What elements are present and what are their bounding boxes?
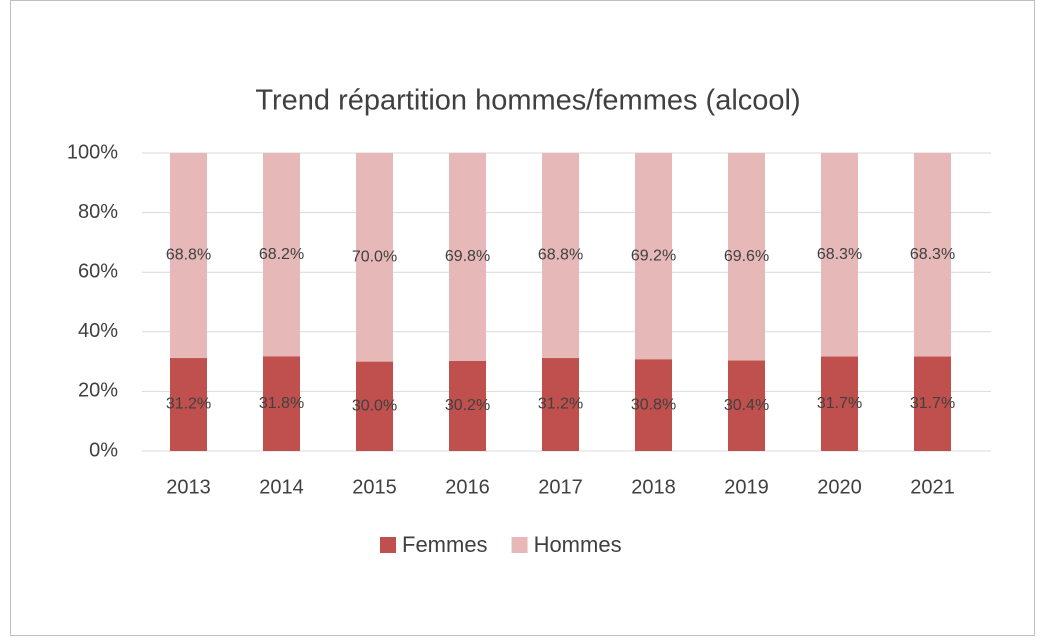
y-tick-label: 0%	[89, 439, 118, 461]
data-label: 31.7%	[910, 395, 955, 412]
data-label: 69.2%	[631, 247, 676, 264]
x-tick-label: 2013	[166, 476, 211, 498]
bar-segment	[821, 153, 858, 357]
bar-segment	[542, 153, 579, 359]
y-tick-label: 60%	[78, 260, 118, 282]
data-label: 68.3%	[817, 246, 862, 263]
x-tick-label: 2015	[352, 476, 397, 498]
legend-label: Femmes	[402, 532, 488, 557]
data-label: 68.8%	[166, 247, 211, 264]
bar-segment	[914, 153, 951, 357]
data-label: 68.8%	[538, 247, 583, 264]
bar-segment	[263, 356, 300, 451]
x-tick-label: 2020	[817, 476, 862, 498]
y-tick-label: 20%	[78, 380, 118, 402]
x-tick-label: 2021	[910, 476, 955, 498]
x-tick-label: 2017	[538, 476, 583, 498]
x-tick-label: 2019	[724, 476, 769, 498]
bar-segment	[542, 358, 579, 451]
chart-title: Trend répartition hommes/femmes (alcool)	[255, 85, 800, 117]
bar-segment	[449, 153, 486, 362]
x-tick-label: 2014	[259, 476, 304, 498]
y-tick-label: 100%	[67, 141, 118, 163]
data-label: 30.4%	[724, 397, 769, 414]
bar-segment	[728, 153, 765, 361]
bar-segment	[263, 153, 300, 357]
data-label: 68.3%	[910, 246, 955, 263]
bar-segment	[728, 360, 765, 451]
bar-segment	[356, 153, 393, 362]
bar-segment	[170, 358, 207, 451]
data-label: 69.8%	[445, 248, 490, 265]
bar-segment	[635, 359, 672, 451]
data-label: 70.0%	[352, 249, 397, 266]
bar-segment	[821, 356, 858, 451]
x-tick-label: 2016	[445, 476, 490, 498]
data-label: 30.2%	[445, 397, 490, 414]
bar-segment	[635, 153, 672, 360]
legend-swatch	[380, 537, 396, 553]
bar-segment	[356, 361, 393, 451]
data-label: 30.8%	[631, 396, 676, 413]
data-label: 68.2%	[259, 246, 304, 263]
data-label: 69.6%	[724, 248, 769, 265]
data-label: 31.2%	[166, 396, 211, 413]
y-tick-label: 80%	[78, 201, 118, 223]
y-tick-label: 40%	[78, 320, 118, 342]
legend-swatch	[511, 537, 528, 553]
data-label: 31.8%	[259, 395, 304, 412]
data-label: 31.2%	[538, 396, 583, 413]
data-label: 31.7%	[817, 395, 862, 412]
data-label: 30.0%	[352, 398, 397, 415]
bar-segment	[449, 361, 486, 451]
bar-segment	[170, 153, 207, 359]
legend-label: Hommes	[534, 532, 622, 557]
bar-segment	[914, 356, 951, 451]
x-tick-label: 2018	[631, 476, 676, 498]
